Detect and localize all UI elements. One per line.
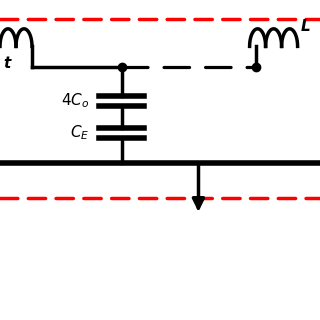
Text: L: L <box>301 19 310 34</box>
Text: $C_E$: $C_E$ <box>70 124 90 142</box>
Text: $4C_o$: $4C_o$ <box>61 92 90 110</box>
Text: t: t <box>3 56 11 71</box>
